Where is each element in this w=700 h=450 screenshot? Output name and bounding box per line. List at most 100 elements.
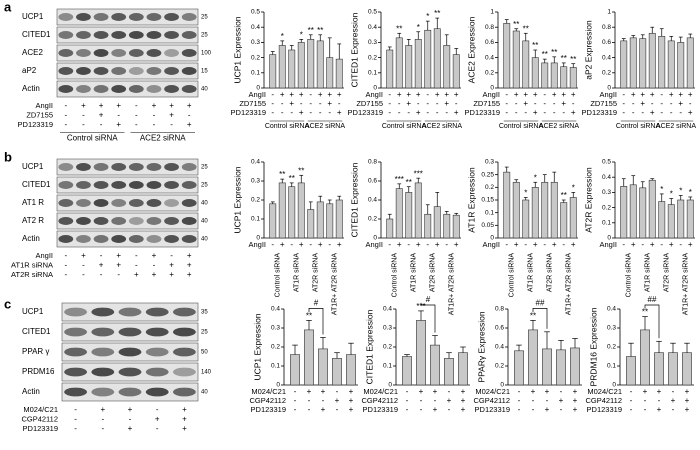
bar [560,202,568,239]
condition-mark: - [426,90,429,99]
condition-label: M024/C21 [587,387,622,396]
condition-mark: + [299,240,304,249]
blot-mw: 40 [201,390,208,396]
condition-mark: + [650,108,655,117]
y-tick-label: 0.25 [481,171,494,178]
condition-mark: + [559,396,564,405]
blot-mw: 25 [201,33,208,39]
condition-mark: - [689,99,692,108]
condition-mark: - [281,99,284,108]
condition-label: AT1R siRNA [11,260,53,269]
y-tick-label: 0.1 [383,363,392,370]
group-label: AT1R+ AT2R siRNA [682,253,689,316]
condition-mark: + [533,240,538,249]
bar [433,28,441,89]
bar [531,57,539,89]
bar [318,348,328,386]
blot-band [118,347,142,357]
blot-band [111,235,127,243]
bar [640,329,650,386]
group-label: Control siRNA [625,253,632,298]
bar [430,344,440,386]
condition-mark: - [660,108,663,117]
condition-mark: + [571,108,576,117]
condition-mark: + [688,108,693,117]
condition-mark: - [398,108,401,117]
condition-mark: + [406,99,411,108]
significance: ** [289,174,295,183]
condition-mark: + [318,240,323,249]
condition-mark: + [552,90,557,99]
condition-mark: + [650,90,655,99]
blot-band [181,13,197,21]
condition-label: CGP42112 [361,396,398,405]
blot-band [146,217,162,225]
blot-strip [56,230,199,248]
condition-mark: + [182,405,187,414]
y-tick-label: 0 [607,235,611,242]
group-label: AT1R+ AT2R siRNA [448,253,455,316]
condition-mark: - [672,387,675,396]
condition-mark: - [518,387,521,396]
y-tick-label: 0.2 [383,344,392,351]
y-tick-label: 0.4 [368,24,377,31]
condition-mark: + [514,90,519,99]
condition-mark: + [289,99,294,108]
bar [402,356,412,386]
blot-mw: 100 [201,51,212,57]
significance: ** [523,24,529,33]
condition-mark: - [388,90,391,99]
condition-label: PD123319 [475,405,510,414]
group-label: Control siRNA [391,253,398,298]
blot-band [93,67,109,75]
condition-mark: + [433,405,438,414]
y-tick-label: 0.8 [495,306,504,313]
condition-mark: - [309,240,312,249]
y-axis-label: AT2R Expression [583,167,593,233]
condition-mark: + [685,387,690,396]
condition-mark: + [416,108,421,117]
condition-mark: - [101,415,104,424]
bar [677,42,685,89]
group-label: Control siRNA [616,123,661,130]
blot-band [58,67,74,75]
condition-mark: + [461,396,466,405]
condition-mark: + [100,405,105,414]
blot-band [118,367,142,377]
blot-band [58,235,74,243]
blot-strip [56,212,199,230]
condition-mark: + [657,405,662,414]
significance: * [689,188,692,197]
bar [307,39,315,89]
condition-label: ZD7155 [356,99,383,108]
condition-mark: - [445,108,448,117]
bar [278,45,286,89]
bar [405,45,413,89]
blot-band [181,163,197,171]
y-tick-label: 0.1 [602,220,611,227]
y-axis-label: CITED1 Expression [364,309,374,384]
y-tick-label: 0.8 [485,24,494,31]
condition-mark: + [116,101,121,110]
condition-mark: + [461,405,466,414]
blot-band [111,181,127,189]
blot-strip [56,62,199,80]
condition-mark: + [545,387,550,396]
condition-mark: - [524,240,527,249]
bar [512,30,520,89]
condition-mark: + [573,396,578,405]
significance: ** [279,170,285,179]
y-tick-label: 0.5 [602,159,611,166]
blot-band [93,217,109,225]
bar [514,350,524,386]
bar [297,42,305,89]
significance: * [300,30,303,39]
blot-band [146,199,162,207]
condition-mark: + [650,240,655,249]
condition-mark: + [169,270,174,279]
y-axis-label: AT1R Expression [466,167,476,233]
blot-row-label: CITED1 [22,327,51,336]
condition-mark: - [135,251,138,260]
condition-mark: + [81,251,86,260]
condition-mark: - [553,99,556,108]
